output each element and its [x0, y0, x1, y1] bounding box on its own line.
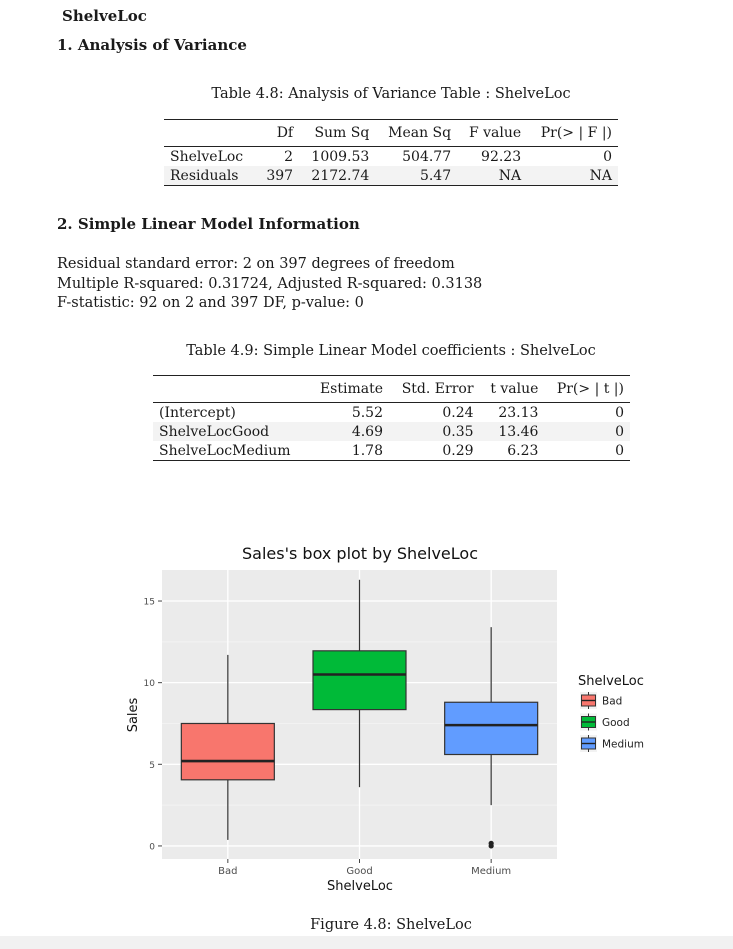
anova-header-cell: F value: [468, 125, 522, 141]
model-info-line: F-statistic: 92 on 2 and 397 DF, p-value…: [57, 295, 364, 311]
anova-header-cell: Mean Sq: [388, 125, 452, 141]
table-cell: 1.78: [351, 442, 383, 459]
page-bottom-strip: [0, 936, 733, 949]
table-cell: 397: [266, 167, 294, 184]
table-cell: 6.23: [507, 442, 539, 459]
anova-table: Df Sum Sq Mean Sq F value Pr(> | F |) Sh…: [164, 119, 618, 186]
y-tick-label: 15: [144, 598, 155, 608]
anova-header-cell: [164, 120, 257, 147]
anova-header-cell: Sum Sq: [314, 125, 370, 141]
table-cell: 13.46: [498, 423, 539, 440]
coef-header-cell: Std. Error: [401, 381, 474, 397]
table-row: Residuals 397 2172.74 5.47 NA NA: [164, 166, 618, 186]
anova-header-row: Df Sum Sq Mean Sq F value Pr(> | F |): [164, 119, 618, 147]
model-info-block: Residual standard error: 2 on 397 degree…: [57, 255, 482, 314]
x-tick-label: Good: [346, 866, 372, 877]
table-cell: ShelveLocMedium: [159, 442, 291, 459]
table-cell: 2: [284, 148, 294, 165]
chart-legend: ShelveLoc Bad Good Medium: [578, 674, 644, 752]
model-info-line: Residual standard error: 2 on 397 degree…: [57, 256, 455, 272]
coef-table: Estimate Std. Error t value Pr(> | t |) …: [153, 375, 630, 461]
coef-header-cell: t value: [490, 381, 539, 397]
table-cell: 5.47: [419, 167, 452, 184]
table-row: ShelveLocGood 4.69 0.35 13.46 0: [153, 422, 630, 441]
table-cell: ShelveLocGood: [159, 423, 270, 440]
table-cell: ShelveLoc: [170, 148, 244, 165]
chart-title: Sales's box plot by ShelveLoc: [242, 544, 478, 563]
table-cell: 0.35: [442, 423, 474, 440]
table-cell: 0: [615, 404, 624, 421]
table-cell: 0.29: [442, 442, 474, 459]
y-axis-title: Sales: [126, 697, 141, 732]
table-cell: 2172.74: [311, 167, 370, 184]
box-good: [312, 650, 407, 711]
coef-header-row: Estimate Std. Error t value Pr(> | t |): [153, 375, 630, 403]
section-title: ShelveLoc: [62, 7, 147, 25]
box-medium: [444, 701, 539, 756]
table-row: ShelveLocMedium 1.78 0.29 6.23 0: [153, 441, 630, 461]
sales-boxplot-chart: Sales's box plot by ShelveLoc 0 5 10 15 Bad G…: [126, 544, 644, 894]
table-cell: 4.69: [351, 423, 383, 440]
table-cell: 23.13: [498, 404, 539, 421]
y-tick-label: 0: [149, 842, 155, 852]
table-cell: Residuals: [170, 167, 239, 184]
table-cell: 0.24: [442, 404, 474, 421]
table-cell: 0: [615, 423, 624, 440]
coef-header-cell: Pr(> | t |): [556, 381, 624, 397]
figure-caption: Figure 4.8: ShelveLoc: [310, 917, 472, 933]
table-cell: 5.52: [351, 404, 383, 421]
box-bad: [180, 722, 275, 781]
anova-table-caption: Table 4.8: Analysis of Variance Table : …: [211, 86, 571, 102]
coef-header-cell: Estimate: [319, 381, 383, 397]
legend-title: ShelveLoc: [578, 674, 644, 689]
coef-table-caption: Table 4.9: Simple Linear Model coefficie…: [186, 343, 596, 359]
table-cell: 0: [603, 148, 612, 165]
x-axis-title: ShelveLoc: [327, 879, 393, 894]
anova-header-cell: Pr(> | F |): [540, 125, 612, 141]
table-cell: 0: [615, 442, 624, 459]
legend-label: Good: [602, 717, 630, 729]
legend-label: Bad: [602, 696, 622, 708]
table-cell: NA: [498, 167, 522, 184]
table-row: (Intercept) 5.52 0.24 23.13 0: [153, 403, 630, 423]
model-info-line: Multiple R-squared: 0.31724, Adjusted R-…: [57, 275, 483, 292]
legend-label: Medium: [602, 739, 644, 751]
table-row: ShelveLoc 2 1009.53 504.77 92.23 0: [164, 147, 618, 167]
section-heading-linear-model: 2. Simple Linear Model Information: [57, 215, 360, 233]
table-cell: (Intercept): [159, 404, 236, 421]
table-cell: 504.77: [402, 148, 452, 165]
x-tick-label: Medium: [471, 866, 511, 877]
boxes-layer: [180, 579, 539, 849]
axes: 0 5 10 15 Bad Good Medium: [144, 598, 512, 877]
coef-header-cell: [153, 376, 308, 403]
x-tick-label: Bad: [218, 866, 237, 877]
y-tick-label: 5: [149, 761, 155, 771]
outlier-point: [488, 840, 494, 846]
anova-header-cell: Df: [276, 125, 294, 141]
table-cell: NA: [589, 167, 612, 184]
table-cell: 1009.53: [311, 148, 370, 165]
table-cell: 92.23: [481, 148, 522, 165]
section-heading-anova: 1. Analysis of Variance: [57, 36, 247, 54]
y-tick-label: 10: [144, 679, 156, 689]
